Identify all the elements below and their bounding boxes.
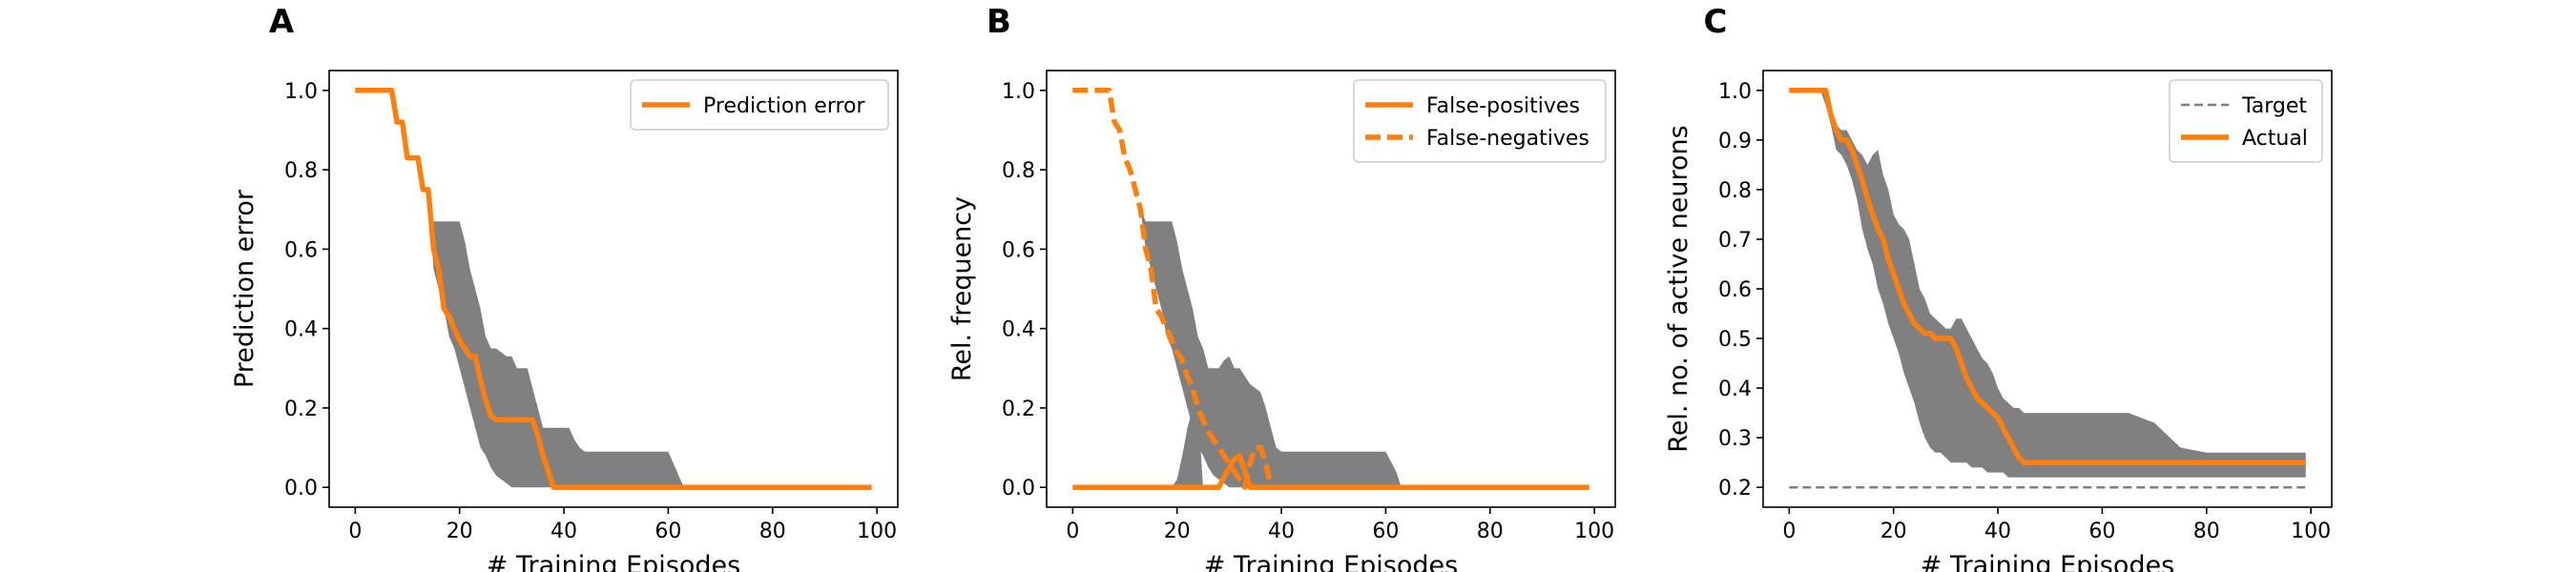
x-axis-label: # Training Episodes: [487, 551, 740, 572]
axes-frame: [1046, 70, 1616, 508]
x-tick-label: 40: [1984, 520, 2011, 543]
x-tick-label: 100: [2291, 520, 2331, 543]
y-tick-label: 0.3: [1718, 427, 1752, 451]
x-tick-label: 40: [551, 520, 577, 543]
y-tick-label: 0.8: [284, 159, 318, 183]
y-tick-label: 0.4: [284, 318, 318, 342]
x-tick-label: 20: [447, 520, 473, 543]
series-line-b-0: [1072, 453, 1589, 490]
y-tick-label: 0.9: [1718, 130, 1752, 153]
x-tick-label: 20: [1880, 520, 1907, 543]
x-tick-label: 0: [348, 520, 362, 543]
x-tick-label: 100: [1574, 520, 1614, 543]
panel-letter: C: [1704, 3, 1728, 41]
y-axis-label: Rel. frequency: [947, 196, 977, 381]
y-tick-label: 0.7: [1718, 229, 1752, 253]
x-tick-label: 0: [1782, 520, 1796, 543]
legend-box: [1353, 79, 1607, 163]
x-tick-label: 60: [2088, 520, 2115, 543]
y-tick-label: 0.5: [1718, 328, 1752, 352]
x-tick-label: 60: [1372, 520, 1399, 543]
y-tick-label: 0.4: [1002, 318, 1035, 342]
y-tick-label: 0.4: [1718, 378, 1752, 401]
y-tick-label: 0.6: [1718, 278, 1752, 302]
y-tick-label: 0.2: [1718, 477, 1752, 500]
y-axis-label: Prediction error: [230, 189, 260, 388]
band-b-1: [1166, 407, 1219, 488]
x-tick-label: 40: [1268, 520, 1295, 543]
legend-box: [2169, 79, 2323, 163]
panel-letter: B: [987, 3, 1011, 41]
x-tick-label: 60: [654, 520, 681, 543]
x-tick-label: 80: [2193, 520, 2220, 543]
legend-entry: Actual: [2242, 127, 2308, 151]
x-tick-label: 20: [1164, 520, 1191, 543]
x-tick-label: 80: [1477, 520, 1504, 543]
series-line-c-1: [1789, 88, 2306, 465]
y-tick-label: 0.0: [1002, 477, 1035, 500]
y-tick-label: 0.2: [284, 398, 318, 421]
y-tick-label: 1.0: [1002, 80, 1035, 104]
y-tick-label: 0.6: [1002, 238, 1035, 262]
panel-letter: A: [269, 3, 295, 41]
y-tick-label: 1.0: [284, 80, 318, 104]
y-tick-label: 0.2: [1002, 398, 1035, 421]
band-b-0: [1072, 90, 1589, 488]
panel-b: 0 20 40 60 80 100 0.0 0.2 0.4 0.6 0.8 1.0 # Training…: [947, 3, 1616, 572]
y-tick-label: 0.8: [1718, 179, 1752, 203]
y-tick-label: 0.6: [284, 238, 318, 262]
y-tick-label: 1.0: [1718, 80, 1752, 104]
x-tick-label: 100: [857, 520, 897, 543]
series-line-b-1: [1072, 88, 1274, 490]
panel-c: 0 20 40 60 80 100 0.2 0.3 0.4 0.5 0.6 0.7 0.8 0.9 1.0 #…: [1664, 3, 2333, 572]
x-axis-label: # Training Episodes: [1921, 551, 2174, 572]
legend-entry: False-negatives: [1426, 127, 1589, 151]
x-tick-label: 0: [1066, 520, 1079, 543]
y-tick-label: 0.8: [1002, 159, 1035, 183]
x-axis-label: # Training Episodes: [1204, 551, 1458, 572]
band-c-0: [1789, 90, 2306, 478]
legend-entry: Prediction error: [703, 94, 865, 118]
y-axis-label: Rel. no. of active neurons: [1664, 125, 1693, 452]
axes-frame: [328, 70, 899, 508]
y-tick-label: 0.0: [284, 477, 318, 500]
series-line-a-0: [355, 88, 872, 490]
panel-a: 0 20 40 60 80 100 0.0 0.2 0.4 0.6 0.8 1.0 # Training…: [230, 3, 899, 572]
band-a-0: [355, 90, 872, 488]
legend-entry: False-positives: [1426, 94, 1580, 118]
legend-box: [630, 79, 889, 131]
x-tick-label: 80: [759, 520, 786, 543]
legend-entry: Target: [2241, 94, 2307, 118]
